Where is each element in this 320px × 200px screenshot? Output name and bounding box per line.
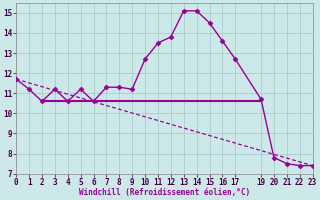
X-axis label: Windchill (Refroidissement éolien,°C): Windchill (Refroidissement éolien,°C) xyxy=(79,188,250,197)
